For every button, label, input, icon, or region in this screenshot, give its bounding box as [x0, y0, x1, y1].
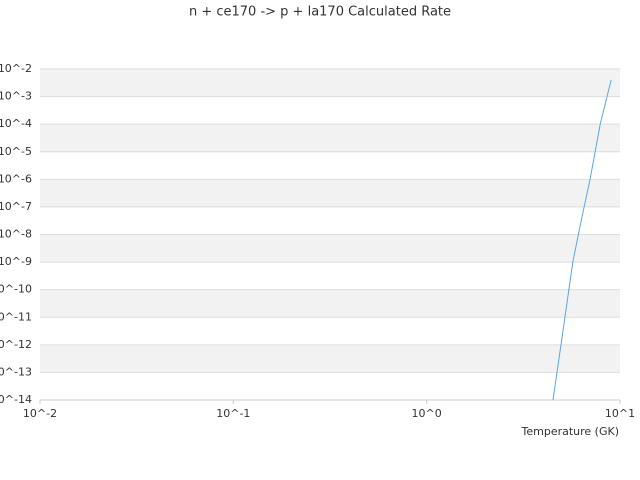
grid-band: [40, 344, 620, 373]
y-tick-label: 10^-4: [0, 117, 32, 130]
x-tick-label: 10^-1: [216, 407, 250, 420]
grid-band: [40, 262, 620, 290]
y-tick-label: 10^-13: [0, 365, 32, 378]
y-tick-label: 10^-6: [0, 172, 32, 185]
y-tick-label: 10^-12: [0, 338, 32, 351]
grid-band: [40, 289, 620, 318]
chart-title: n + ce170 -> p + la170 Calculated Rate: [189, 5, 451, 20]
grid-band: [40, 151, 620, 180]
x-tick-label: 10^1: [605, 407, 635, 420]
grid-band: [40, 96, 620, 125]
x-axis-label: Temperature (GK): [521, 425, 620, 438]
y-tick-label: 10^-2: [0, 62, 32, 75]
x-tick-label: 10^0: [412, 407, 442, 420]
y-tick-label: 10^-8: [0, 228, 32, 241]
grid-band: [40, 179, 620, 207]
grid-band: [40, 372, 620, 400]
y-tick-label: 10^-14: [0, 393, 32, 406]
y-tick-label: 10^-7: [0, 200, 32, 213]
grid-band: [40, 234, 620, 263]
y-tick-label: 10^-3: [0, 90, 32, 103]
grid-band: [40, 124, 620, 152]
grid-band: [40, 206, 620, 235]
data-line: [552, 79, 612, 401]
y-tick-label: 10^-9: [0, 255, 32, 268]
x-tick-label: 10^-2: [23, 407, 57, 420]
y-tick-label: 10^-11: [0, 310, 32, 323]
y-tick-label: 10^-10: [0, 283, 32, 296]
grid-band: [40, 317, 620, 345]
y-tick-label: 10^-5: [0, 145, 32, 158]
grid-band: [40, 69, 620, 97]
